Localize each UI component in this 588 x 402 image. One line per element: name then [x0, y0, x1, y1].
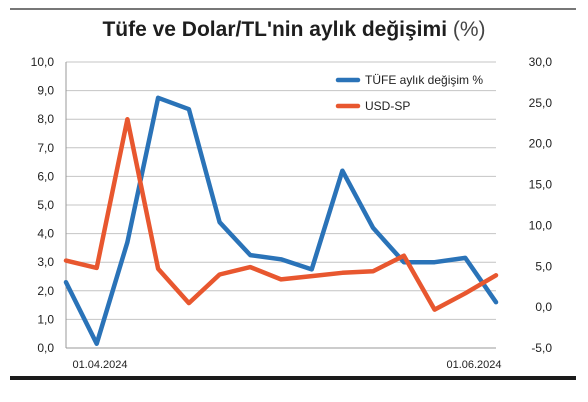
- right-tick-label: 0,0: [535, 300, 552, 314]
- legend-label: TÜFE aylık değişim %: [365, 73, 483, 87]
- left-tick-label: 6,0: [37, 169, 54, 183]
- right-axis-ticks: 30,0 25,0 20,0 15,0 10,0 5,0 0,0 -5,0: [529, 55, 553, 355]
- left-axis-ticks: 10,0 9,0 8,0 7,0 6,0 5,0 4,0 3,0 2,0 1,0 0,0: [31, 55, 55, 355]
- x-end-label: 01.06.2024: [446, 359, 501, 371]
- top-rule: [10, 8, 576, 10]
- legend-label: USD-SP: [365, 99, 410, 113]
- bottom-rule: [10, 376, 576, 380]
- legend: TÜFE aylık değişim % USD-SP: [335, 73, 483, 113]
- chart-title: Tüfe ve Dolar/TL'nin aylık değişimi (%): [0, 18, 588, 42]
- series-line-2: [63, 116, 499, 312]
- right-tick-label: 30,0: [529, 55, 553, 69]
- left-tick-label: 5,0: [37, 198, 54, 212]
- left-tick-label: 1,0: [37, 312, 54, 326]
- right-tick-label: 25,0: [529, 96, 553, 110]
- right-tick-label: 10,0: [529, 218, 553, 232]
- left-tick-label: 7,0: [37, 141, 54, 155]
- left-tick-label: 8,0: [37, 112, 54, 126]
- right-tick-label: 20,0: [529, 137, 553, 151]
- left-tick-label: 10,0: [31, 55, 55, 69]
- series-line-1: [63, 95, 499, 346]
- left-tick-label: 3,0: [37, 255, 54, 269]
- left-tick-label: 4,0: [37, 227, 54, 241]
- left-tick-label: 0,0: [37, 341, 54, 355]
- series-lines: [63, 95, 499, 346]
- left-tick-label: 2,0: [37, 284, 54, 298]
- left-tick-label: 9,0: [37, 84, 54, 98]
- chart-title-text: Tüfe ve Dolar/TL'nin aylık değişimi: [102, 18, 448, 41]
- right-tick-label: -5,0: [531, 341, 552, 355]
- chart-title-unit: (%): [452, 18, 486, 41]
- right-tick-label: 15,0: [529, 178, 553, 192]
- right-tick-label: 5,0: [535, 259, 552, 273]
- x-start-label: 01.04.2024: [72, 359, 127, 371]
